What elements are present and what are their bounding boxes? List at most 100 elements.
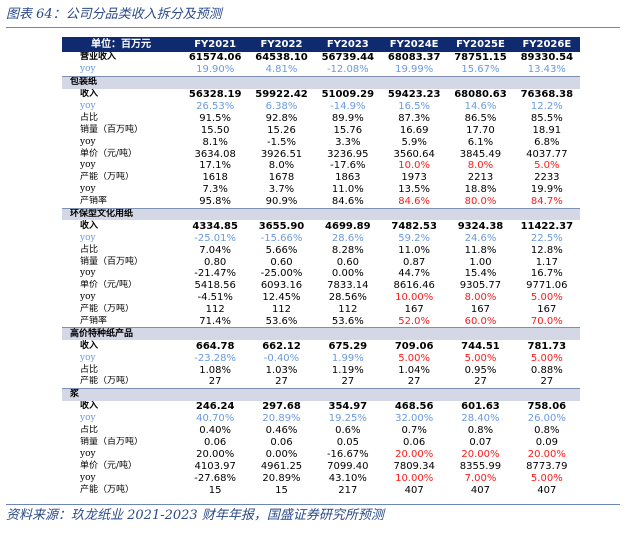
table-row: 收入 664.78 662.12 675.29 709.06 744.51 781.73 <box>62 340 580 352</box>
table-row: 单价（元/吨） 4103.97 4961.25 7099.40 7809.34 8355.… <box>62 460 580 472</box>
table-cell: 15.26 <box>267 124 296 136</box>
row-label: 收入 <box>80 401 99 412</box>
table-cell: -14.9% <box>330 101 366 112</box>
table-row: yoy 17.1% 8.0% -17.6% 10.0% 8.0% 5.0% <box>62 160 580 172</box>
table-cell: 5.9% <box>401 136 427 148</box>
row-label: 销量（百万吨） <box>80 436 144 447</box>
table-cell: 11422.37 <box>520 220 574 232</box>
figure-title: 图表 64：公司分品类收入拆分及预测 <box>6 4 620 28</box>
row-label: yoy <box>80 101 96 111</box>
table-cell: 10.00% <box>395 472 434 484</box>
table-cell: 6.1% <box>467 136 494 148</box>
table-cell: 28.40% <box>461 413 500 425</box>
table-cell: 0.87 <box>403 256 426 268</box>
row-label: 销量（百万吨） <box>80 256 144 267</box>
table-cell: 5.0% <box>534 160 560 172</box>
year-header: FY2024E <box>380 37 448 52</box>
table-cell: -0.40% <box>263 352 300 364</box>
table-cell: 2233 <box>534 172 560 184</box>
table-cell: -25.01% <box>194 232 237 244</box>
table-row: 产销率 95.8% 90.9% 84.6% 84.6% 80.0% 84.7% <box>62 196 580 208</box>
row-label: 产能（万吨） <box>80 376 135 387</box>
table-cell: 744.51 <box>461 340 500 352</box>
table-cell: 3.3% <box>335 136 361 148</box>
table-cell: 8355.99 <box>459 460 502 472</box>
table-cell: 0.05 <box>336 436 359 448</box>
table-cell: 76368.38 <box>520 89 574 101</box>
table-cell: 12.8% <box>530 244 563 256</box>
table-cell: 0.40% <box>199 425 232 437</box>
table-row: 产能（万吨） 112 112 112 167 167 167 <box>62 304 580 316</box>
table-cell: 16.5% <box>398 101 431 112</box>
table-row: yoy 8.1% -1.5% 3.3% 5.9% 6.1% 6.8% <box>62 136 580 148</box>
table-cell: 19.99% <box>395 64 434 76</box>
row-label: yoy <box>80 472 96 483</box>
table-row: 占比 1.08% 1.03% 1.19% 1.04% 0.95% 0.88% <box>62 364 580 376</box>
year-header: FY2026E <box>513 37 580 52</box>
table-cell: 84.7% <box>530 196 563 208</box>
table-cell: 407 <box>404 484 424 496</box>
table-cell: 15.76 <box>333 124 363 136</box>
table-cell: 1863 <box>335 172 361 184</box>
row-label: 产能（万吨） <box>80 304 135 315</box>
table-cell: 167 <box>470 304 491 316</box>
year-header: FY2023 <box>314 37 381 52</box>
table-cell: -12.08% <box>326 64 369 76</box>
table-row: 产能（万吨） 15 15 217 407 407 407 <box>62 484 580 496</box>
table-cell: 53.6% <box>331 316 364 328</box>
table-row: yoy -21.47% -25.00% 0.00% 44.7% 15.4% 16.7% <box>62 268 580 280</box>
table-cell: 27 <box>275 376 288 388</box>
table-cell: 8.00% <box>464 292 497 304</box>
row-label: 收入 <box>80 340 99 351</box>
section-row: 包装纸 <box>62 76 580 89</box>
row-label: yoy <box>80 160 96 171</box>
table-cell: 10.0% <box>398 160 431 172</box>
table-cell: 64538.10 <box>255 52 308 64</box>
table-row: 产能（万吨） 27 27 27 27 27 27 <box>62 376 580 388</box>
row-label: 单价（元/吨） <box>80 148 138 159</box>
table-cell: 28.56% <box>328 292 367 304</box>
table-cell: 8.0% <box>268 160 295 172</box>
table-cell: 15.4% <box>464 268 497 280</box>
table-cell: 675.29 <box>328 340 368 352</box>
table-row: 产能（万吨） 1618 1678 1863 1973 2213 2233 <box>62 172 580 184</box>
table-cell: 53.6% <box>265 316 298 328</box>
table-row: 销量（百万吨） 0.06 0.06 0.05 0.06 0.07 0.09 <box>62 437 580 449</box>
table-cell: 664.78 <box>195 340 235 352</box>
table-cell: 89330.54 <box>520 52 574 64</box>
section-title: 环保型文化用纸 <box>62 208 580 221</box>
row-label: 产能（万吨） <box>80 172 135 183</box>
table-cell: 15.67% <box>461 64 500 76</box>
table-cell: 7482.53 <box>391 220 437 232</box>
row-label: yoy <box>80 352 96 363</box>
row-label: 占比 <box>80 364 99 375</box>
table-cell: 78751.15 <box>454 52 507 64</box>
table-cell: 18.91 <box>532 124 562 136</box>
table-cell: 86.5% <box>464 112 497 124</box>
row-label: yoy <box>80 448 96 459</box>
row-label: 单价（元/吨） <box>80 460 138 471</box>
row-label: yoy <box>80 64 96 75</box>
table-row: 单价（元/吨） 5418.56 6093.16 7833.14 8616.46 9305.… <box>62 280 580 292</box>
table-row: yoy 19.90% 4.81% -12.08% 19.99% 15.67% 13.43% <box>62 64 580 76</box>
table-cell: 11.0% <box>398 244 431 256</box>
table-cell: 407 <box>537 484 557 496</box>
table-cell: 90.9% <box>265 196 298 208</box>
table-cell: 13.5% <box>398 184 431 196</box>
table-cell: 781.73 <box>527 340 567 352</box>
table-cell: 22.5% <box>530 232 563 244</box>
table-cell: 0.8% <box>534 425 560 437</box>
table-cell: -25.00% <box>260 268 303 280</box>
row-label: yoy <box>80 232 96 243</box>
table-cell: 44.7% <box>398 268 431 280</box>
table-cell: 468.56 <box>394 401 434 413</box>
table-row: yoy -27.68% 20.89% 43.10% 10.00% 7.00% 5.00% <box>62 472 580 484</box>
table-cell: 4961.25 <box>260 460 303 472</box>
source-note: 资料来源：玖龙纸业 2021-2023 财年年报，国盛证券研究所预测 <box>6 504 620 526</box>
table-row: yoy 26.53% 6.38% -14.9% 16.5% 14.6% 12.2% <box>62 101 580 113</box>
table-cell: 60.0% <box>464 316 497 328</box>
table-cell: 3926.51 <box>260 148 303 160</box>
table-cell: 3655.90 <box>258 220 305 232</box>
table-cell: 26.00% <box>527 413 566 425</box>
table-cell: 68080.63 <box>454 89 507 101</box>
